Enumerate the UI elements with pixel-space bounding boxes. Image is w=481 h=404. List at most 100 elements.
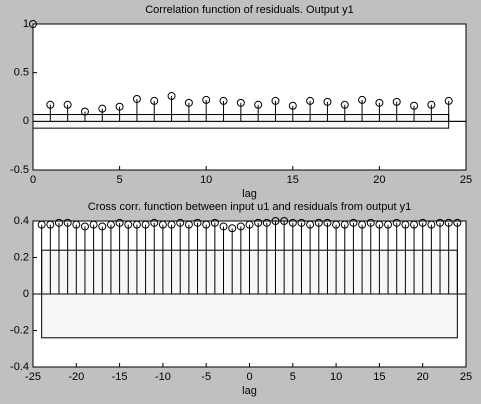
stem-marker (358, 220, 367, 229)
stem-marker (262, 218, 271, 227)
y-tick-label: 0.4 (14, 215, 29, 227)
stem-marker (210, 218, 219, 227)
stem-marker (271, 96, 280, 105)
plot-area (32, 23, 467, 171)
stem-marker (150, 96, 159, 105)
x-tick-label: 20 (373, 174, 385, 186)
stem-marker (444, 96, 453, 105)
x-axis-label: lag (242, 188, 257, 200)
stem-marker (280, 217, 289, 225)
stem-marker (46, 220, 55, 229)
stem-marker (271, 217, 280, 225)
stem-marker (219, 222, 228, 231)
x-tick-label: 25 (460, 174, 472, 186)
stem-marker (410, 101, 419, 110)
stem-marker (323, 218, 332, 227)
x-tick-label: 10 (330, 371, 342, 383)
stem-marker (202, 220, 211, 229)
stem-marker (98, 104, 107, 113)
y-tick-label: 1 (23, 18, 29, 30)
x-tick-label: 25 (460, 371, 472, 383)
chart-title: Cross corr. function between input u1 an… (88, 201, 411, 213)
stem-marker (176, 218, 185, 227)
stem-marker (288, 218, 297, 227)
stem-marker (297, 218, 306, 227)
stem-marker (392, 218, 401, 227)
x-tick-label: -5 (201, 371, 211, 383)
stem-marker (54, 218, 63, 227)
stem-marker (124, 220, 133, 229)
x-tick-label: -10 (155, 371, 171, 383)
stem-marker (63, 218, 72, 227)
stem-marker (340, 220, 349, 229)
stem-marker (184, 220, 193, 229)
x-tick-label: 5 (290, 371, 296, 383)
y-tick-label: 0.5 (14, 67, 29, 79)
stem-marker (115, 218, 124, 227)
stem-marker (236, 98, 245, 107)
stem-marker (236, 222, 245, 231)
x-tick-label: 5 (117, 174, 123, 186)
chart-title: Correlation function of residuals. Outpu… (145, 4, 354, 16)
x-tick-label: 15 (373, 371, 385, 383)
stem-marker (37, 220, 46, 229)
x-tick-label: -15 (112, 371, 128, 383)
y-tick-label: -0.5 (10, 164, 29, 176)
stem-marker (167, 92, 176, 101)
stem-marker (63, 100, 72, 109)
stem-marker (132, 220, 141, 229)
y-tick-label: 0.2 (14, 251, 29, 263)
stem-marker (106, 220, 115, 229)
x-tick-label: 0 (246, 371, 252, 383)
stem-marker (184, 98, 193, 107)
stem-marker (288, 101, 297, 110)
stem-marker (427, 100, 436, 109)
stem-marker (306, 220, 315, 229)
x-tick-label: -20 (68, 371, 84, 383)
stem-marker (323, 97, 332, 106)
stem-marker (366, 218, 375, 227)
x-tick-label: -25 (25, 371, 41, 383)
stem-marker (418, 218, 427, 227)
stem-marker (349, 218, 358, 227)
x-tick-label: 20 (417, 371, 429, 383)
stem-marker (141, 220, 150, 229)
stem-marker (427, 220, 436, 229)
stem-marker (89, 220, 98, 229)
stem-marker (375, 220, 384, 229)
stem-marker (98, 222, 107, 231)
y-tick-label: -0.2 (10, 324, 29, 336)
stem-marker (228, 224, 237, 233)
stem-marker (392, 97, 401, 106)
stem-marker (254, 218, 263, 227)
stem-marker (314, 218, 323, 227)
stem-marker (29, 20, 37, 28)
stem-marker (436, 218, 445, 227)
stem-marker (254, 100, 263, 109)
y-tick-label: -0.4 (10, 361, 29, 373)
stem-marker (46, 100, 55, 109)
stem-marker (332, 220, 341, 229)
stem-marker (340, 100, 349, 109)
stem-marker (444, 218, 453, 227)
x-tick-label: 10 (200, 174, 212, 186)
stem-marker (80, 222, 89, 231)
stem-marker (401, 220, 410, 229)
stem-marker (375, 98, 384, 107)
stem-marker (72, 220, 81, 229)
stem-marker (115, 102, 124, 111)
stem-marker (132, 94, 141, 103)
stem-marker (202, 95, 211, 104)
stem-marker (410, 220, 419, 229)
stem-marker (80, 107, 89, 116)
x-tick-label: 0 (30, 174, 36, 186)
y-tick-label: 0 (23, 115, 29, 127)
stem-marker (158, 220, 167, 229)
stem-marker (167, 220, 176, 229)
stem-marker (245, 220, 254, 229)
y-tick-label: 0 (23, 288, 29, 300)
x-axis-label: lag (242, 385, 257, 397)
stem-marker (384, 220, 393, 229)
stem-marker (193, 218, 202, 227)
